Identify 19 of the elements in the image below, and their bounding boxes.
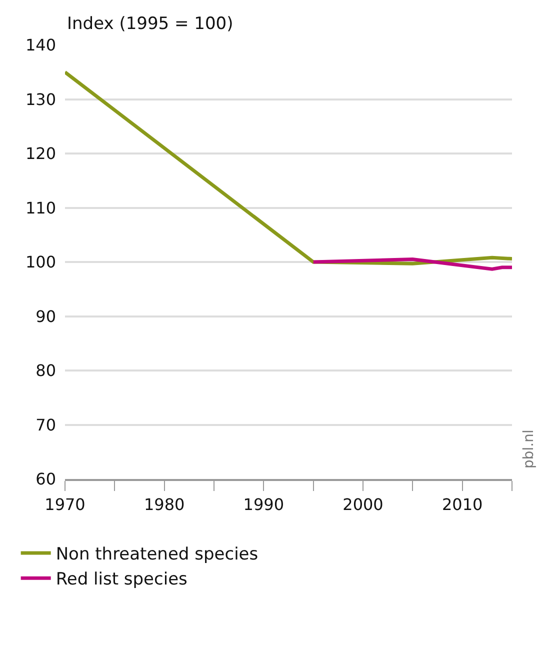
y-tick-label: 90: [36, 306, 56, 326]
x-tick-label: 2000: [342, 494, 384, 514]
line-series: [312, 258, 512, 271]
y-tick-label: 140: [25, 36, 56, 55]
x-tick-label: 1990: [243, 494, 284, 514]
y-axis-title: Index (1995 = 100): [67, 14, 234, 34]
x-tick-label: 2010: [442, 494, 483, 514]
legend-label: Red list species: [56, 570, 188, 590]
y-tick-label: 80: [36, 361, 56, 380]
y-tick-label: 70: [36, 415, 56, 434]
y-tick-label: 100: [25, 252, 56, 272]
legend-label: Non threatened species: [56, 544, 258, 565]
x-tick-label: 1970: [44, 494, 86, 514]
y-tick-label: 130: [25, 90, 56, 109]
text: pbl.nl: [520, 430, 537, 469]
y-tick-label: 60: [36, 470, 56, 489]
y-tick-label: 110: [25, 198, 56, 218]
y-tick-label: 120: [25, 144, 56, 164]
x-tick-label: 1980: [144, 494, 185, 514]
